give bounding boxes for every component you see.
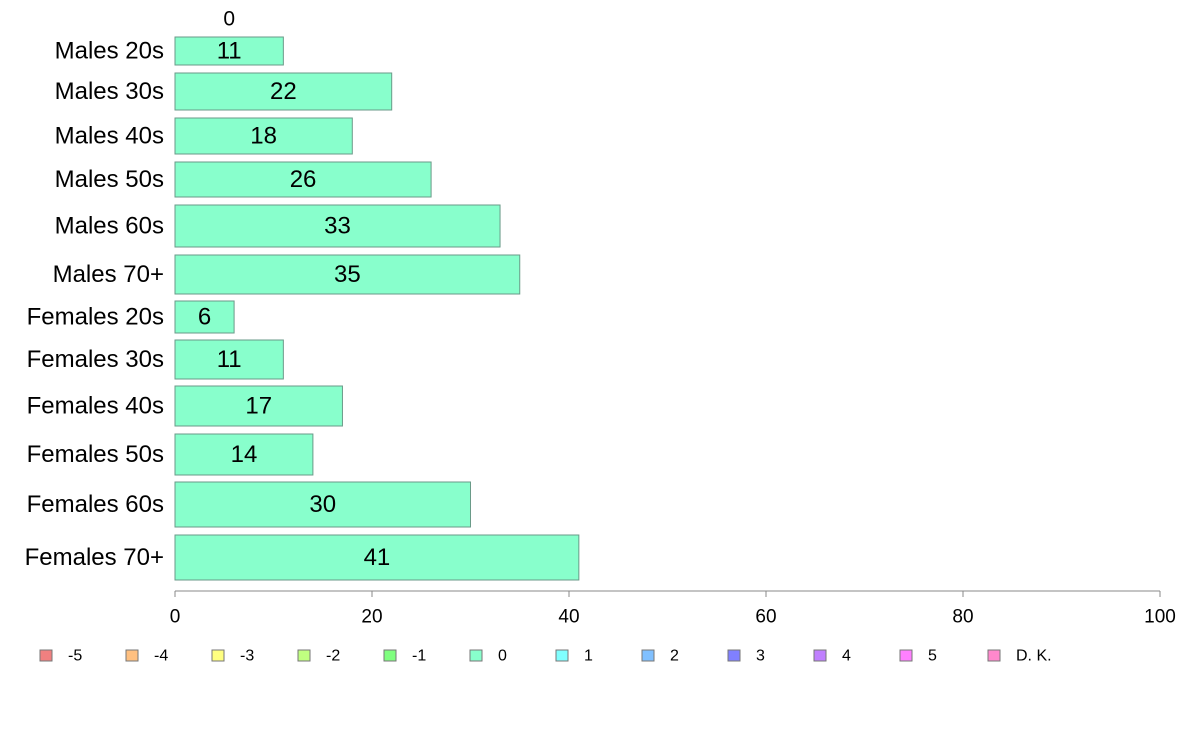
category-label-7: Females 30s [27,346,164,373]
bar-value-label-9: 14 [231,441,258,468]
x-axis: 0 20 40 60 80 100 [170,590,1176,628]
bar-3 [174,161,432,198]
legend-label-0: -5 [68,648,82,665]
category-label-5: Males 70+ [53,261,164,288]
bar-value-label-5: 35 [334,261,361,288]
bar-value-label-7: 11 [217,346,242,373]
bar-11 [174,534,580,581]
category-label-4: Males 60s [55,213,164,240]
x-tick-label-4: 80 [952,607,973,628]
bar-1 [174,72,393,111]
bar-value-label-2: 18 [250,123,277,150]
category-label-3: Males 50s [55,166,164,193]
legend-swatch-11 [987,649,1001,662]
category-label-8: Females 40s [27,393,164,420]
bar-2 [174,117,353,155]
legend-swatch-3 [297,649,311,662]
legend-label-3: -2 [326,648,340,665]
x-tick-label-0: 0 [170,607,181,628]
legend-swatch-6 [555,649,569,662]
legend-swatch-8 [727,649,741,662]
x-tick-label-2: 40 [558,607,579,628]
bar-value-label-3: 26 [290,166,317,193]
x-tick-label-1: 20 [361,607,382,628]
category-label-6: Females 20s [27,304,164,331]
bar-0 [174,36,284,66]
category-label-0: Males 20s [55,38,164,65]
legend-swatch-4 [383,649,397,662]
category-labels: Males 20s Males 30s Males 40s Males 50s Male… [25,38,164,572]
legend-swatch-9 [813,649,827,662]
legend-swatch-2 [211,649,225,662]
legend-label-4: -1 [412,648,426,665]
legend-label-9: 4 [842,648,851,665]
legend-label-10: 5 [928,648,937,665]
bar-9 [174,433,314,476]
bar-value-label-6: 6 [198,304,211,331]
category-label-10: Females 60s [27,491,164,518]
legend-label-1: -4 [154,648,168,665]
bar-value-label-8: 17 [245,393,272,420]
bar-value-label-4: 33 [324,213,351,240]
bar-value-label-11: 41 [364,544,391,571]
category-label-11: Females 70+ [25,544,164,571]
bar-7 [174,339,284,380]
bar-5 [174,254,521,295]
category-label-1: Males 30s [55,78,164,105]
bar-value-label-0: 11 [217,38,242,65]
bar-value-label-1: 22 [270,78,297,105]
x-tick-label-5: 100 [1144,607,1176,628]
category-label-2: Males 40s [55,123,164,150]
legend-label-7: 2 [670,648,679,665]
series-top-labels: 0 [223,8,235,31]
bar-value-label-10: 30 [309,491,336,518]
legend-swatch-10 [899,649,913,662]
x-tick-label-3: 60 [755,607,776,628]
series-name-label: 0 [223,8,235,31]
legend-swatch-5 [469,649,483,662]
category-label-9: Females 50s [27,441,164,468]
legend-label-8: 3 [756,648,765,665]
legend-label-2: -3 [240,648,254,665]
legend-swatch-1 [125,649,139,662]
legend: -5 -4 -3 -2 -1 0 1 2 3 4 5 D. K. [39,648,1052,665]
legend-label-6: 1 [584,648,593,665]
legend-swatch-0 [39,649,53,662]
legend-swatch-7 [641,649,655,662]
bar-8 [174,385,343,427]
bar-4 [174,204,501,248]
legend-label-11: D. K. [1016,648,1052,665]
legend-label-5: 0 [498,648,507,665]
bar-10 [174,481,471,528]
bar-6 [174,300,235,334]
